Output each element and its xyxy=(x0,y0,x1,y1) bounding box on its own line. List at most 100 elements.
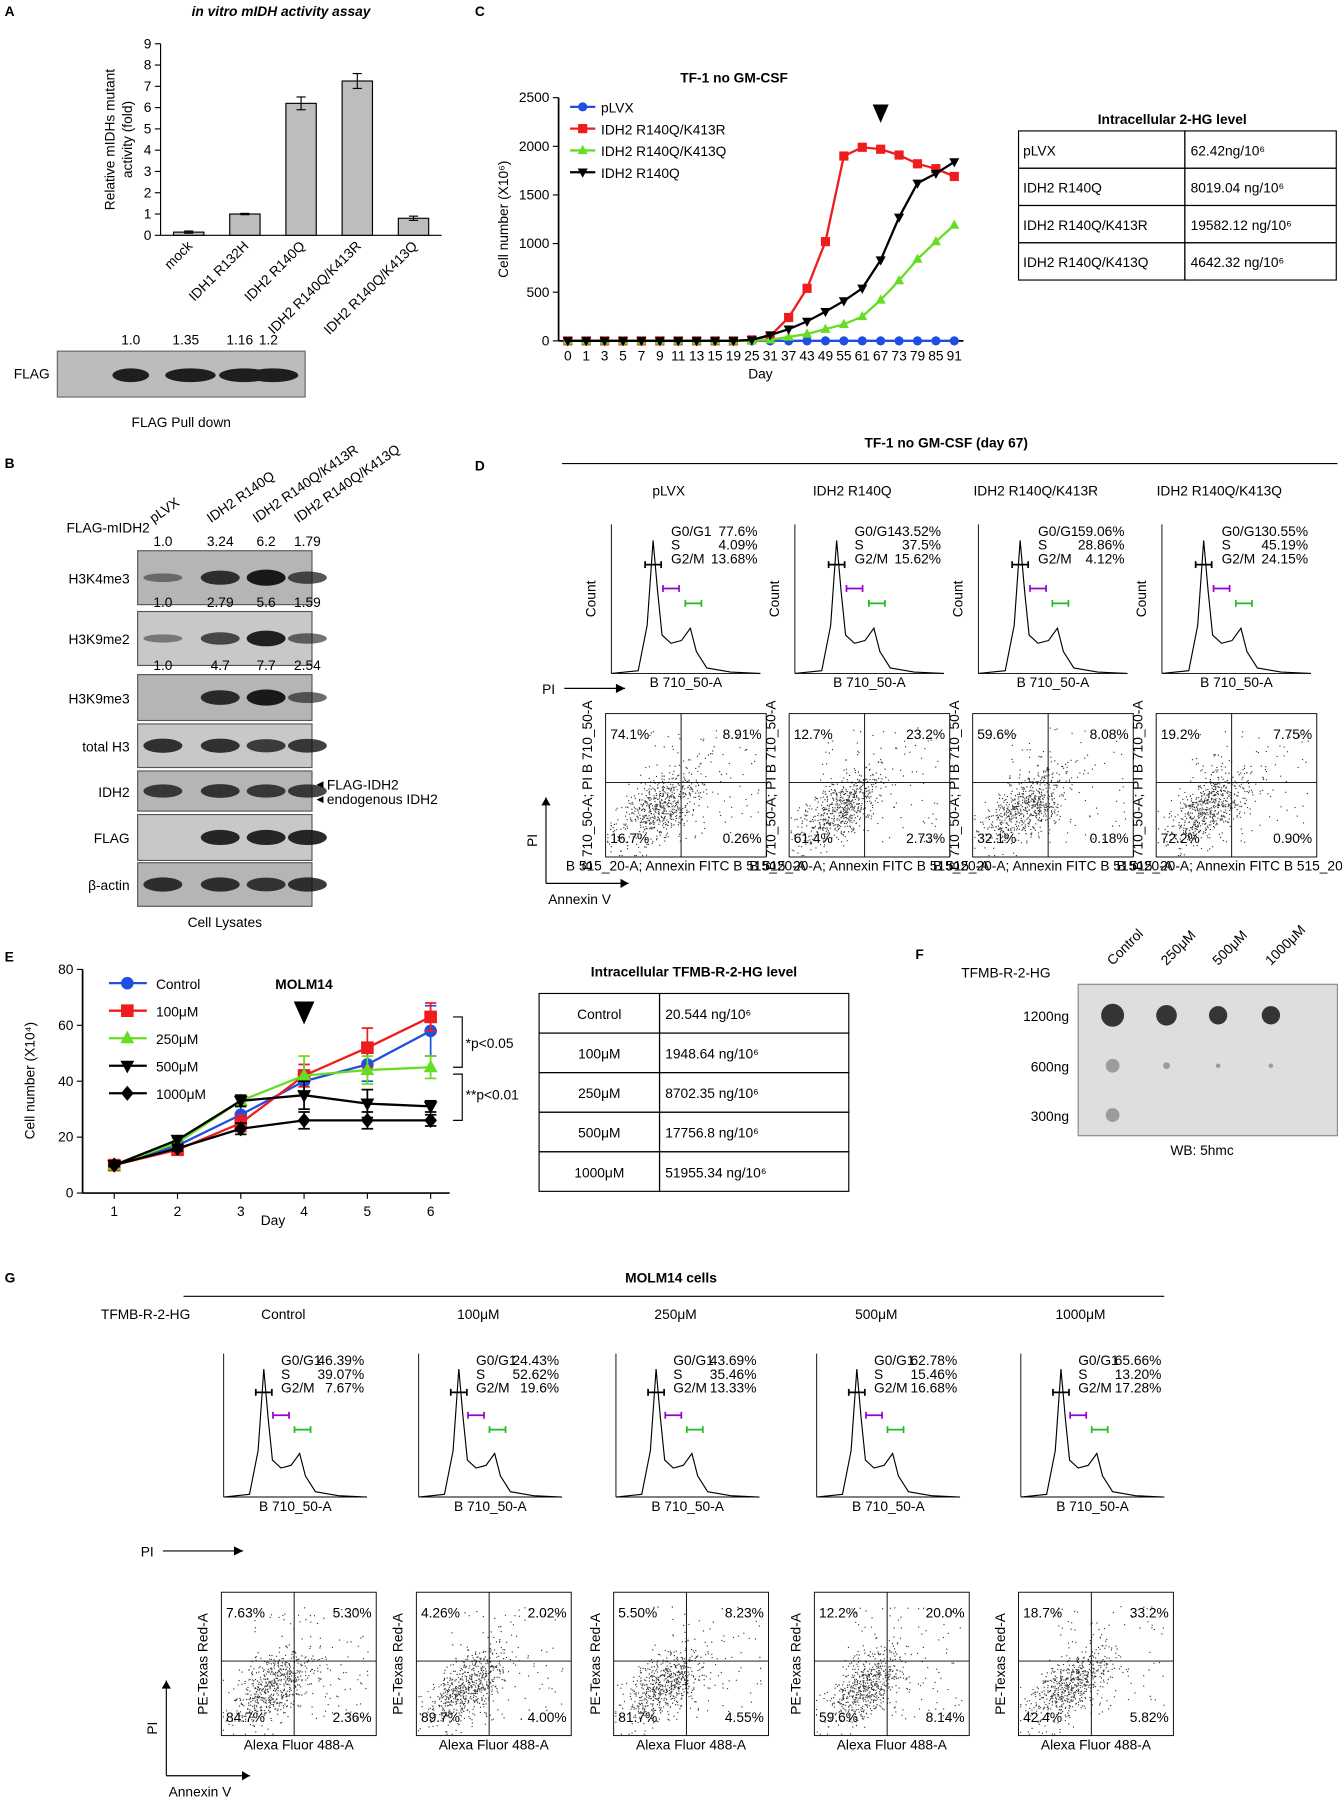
arrowhead xyxy=(242,1771,251,1781)
table-text: 19582.12 ng/10⁶ xyxy=(1191,218,1292,233)
column-label: IDH2 R140Q/K413R xyxy=(973,484,1098,499)
marker xyxy=(233,1095,248,1109)
marker xyxy=(577,168,588,178)
y-tick-label: 2 xyxy=(144,185,152,200)
table-text: 62.42ng/10⁶ xyxy=(1191,143,1265,158)
phase-value: 30.55% xyxy=(1261,524,1308,539)
column-label: 1000μM xyxy=(1055,1307,1105,1322)
spot xyxy=(1105,1058,1120,1073)
x-tick-label: 0 xyxy=(564,348,572,363)
caption: WB: 5hmc xyxy=(1170,1143,1234,1158)
axis-label: PI xyxy=(145,1722,160,1735)
x-tick-label: 73 xyxy=(891,348,907,363)
dot-x-label: Alexa Fluor 488-A xyxy=(837,1737,948,1752)
table-text: 250μM xyxy=(578,1086,620,1101)
band xyxy=(246,877,286,892)
panel-letter: E xyxy=(5,949,14,964)
phase-label: S xyxy=(281,1367,290,1382)
phase-value: 77.6% xyxy=(718,524,757,539)
table-text: 500μM xyxy=(578,1126,620,1141)
quadrant-value: 4.55% xyxy=(725,1710,764,1725)
marker xyxy=(894,213,905,223)
phase-value: 16.68% xyxy=(911,1381,958,1396)
marker xyxy=(121,1004,134,1017)
band xyxy=(287,829,327,846)
quant-label: 7.7 xyxy=(257,658,276,673)
quant-label: 2.79 xyxy=(207,595,234,610)
bracket xyxy=(453,1073,463,1121)
histogram xyxy=(1020,1369,1165,1498)
table-text: 17756.8 ng/10⁶ xyxy=(665,1126,759,1141)
dot-x-label: B 515_20-A; Annexin FITC B 515_20-A xyxy=(566,859,807,874)
panel-letter: F xyxy=(915,947,923,962)
marker xyxy=(578,124,588,134)
quadrant-value: 23.2% xyxy=(906,727,945,742)
phase-label: S xyxy=(671,538,680,553)
x-tick-label: IDH2 R140Q/K413Q xyxy=(321,238,420,337)
bracket xyxy=(453,1016,463,1068)
band xyxy=(246,630,286,647)
marker xyxy=(297,1068,312,1081)
phase-label: G2/M xyxy=(874,1381,908,1396)
dot-x-label: Alexa Fluor 488-A xyxy=(636,1737,747,1752)
marker xyxy=(875,256,886,266)
quadrant-value: 8.23% xyxy=(725,1605,764,1620)
band xyxy=(287,571,327,584)
dot-plot-frame xyxy=(1018,1591,1174,1737)
quant-label: 1.0 xyxy=(153,534,172,549)
band xyxy=(143,877,183,892)
column-label: pLVX xyxy=(147,495,182,526)
marker xyxy=(709,337,721,347)
band xyxy=(246,784,286,798)
spot xyxy=(1101,1003,1125,1027)
marker xyxy=(783,325,794,335)
panel-letter: C xyxy=(475,4,485,19)
row-label: H3K9me2 xyxy=(68,632,129,647)
marker xyxy=(424,1010,437,1024)
dot-y-label: PE-Texas Red-A xyxy=(789,1612,804,1714)
marker xyxy=(912,179,923,189)
phase-value: 15.46% xyxy=(911,1367,958,1382)
chart-title: in vitro mIDH activity assay xyxy=(192,4,372,19)
row-label: FLAG xyxy=(94,831,130,846)
y-axis-label: Relative mIDHs mutant xyxy=(103,69,118,211)
marker xyxy=(578,102,588,112)
y-tick-label: 6 xyxy=(144,100,152,115)
spot xyxy=(1163,1062,1170,1070)
quadrant-value: 8.91% xyxy=(723,727,762,742)
marker xyxy=(839,336,849,346)
row-label: H3K9me3 xyxy=(68,691,129,706)
phase-label: S xyxy=(855,538,864,553)
x-tick-label: 55 xyxy=(836,348,852,363)
y-axis-label: Cell number (X10⁴) xyxy=(22,1022,37,1139)
axis-label: Annexin V xyxy=(169,1784,233,1799)
phase-value: 13.68% xyxy=(711,551,758,566)
phase-value: 37.5% xyxy=(902,538,941,553)
x-tick-label: 5 xyxy=(619,348,627,363)
events xyxy=(615,1606,762,1735)
marker xyxy=(120,1060,135,1074)
marker xyxy=(838,318,849,328)
band xyxy=(200,690,240,705)
histogram xyxy=(794,540,945,675)
spot xyxy=(1208,1006,1228,1025)
events xyxy=(790,727,941,857)
quant-label: 1.35 xyxy=(172,332,199,347)
column-label: 1000μM xyxy=(1262,922,1308,968)
marker xyxy=(912,336,923,346)
quadrant-value: 89.7% xyxy=(421,1710,460,1725)
marker xyxy=(636,337,647,347)
reagent-label: TFMB-R-2-HG xyxy=(961,965,1050,980)
y-tick-label: 3 xyxy=(144,164,152,179)
marker xyxy=(121,1085,134,1101)
dot-x-label: Alexa Fluor 488-A xyxy=(1041,1737,1152,1752)
band xyxy=(143,573,183,583)
band xyxy=(287,633,327,644)
phase-value: 52.62% xyxy=(513,1367,560,1382)
table-text: 8702.35 ng/10⁶ xyxy=(665,1086,759,1101)
phase-value: 19.6% xyxy=(520,1381,559,1396)
table-text: IDH2 R140Q/K413R xyxy=(1023,218,1148,233)
side-label: endogenous IDH2 xyxy=(327,792,438,807)
x-tick-label: 43 xyxy=(799,348,815,363)
marker xyxy=(931,164,941,174)
